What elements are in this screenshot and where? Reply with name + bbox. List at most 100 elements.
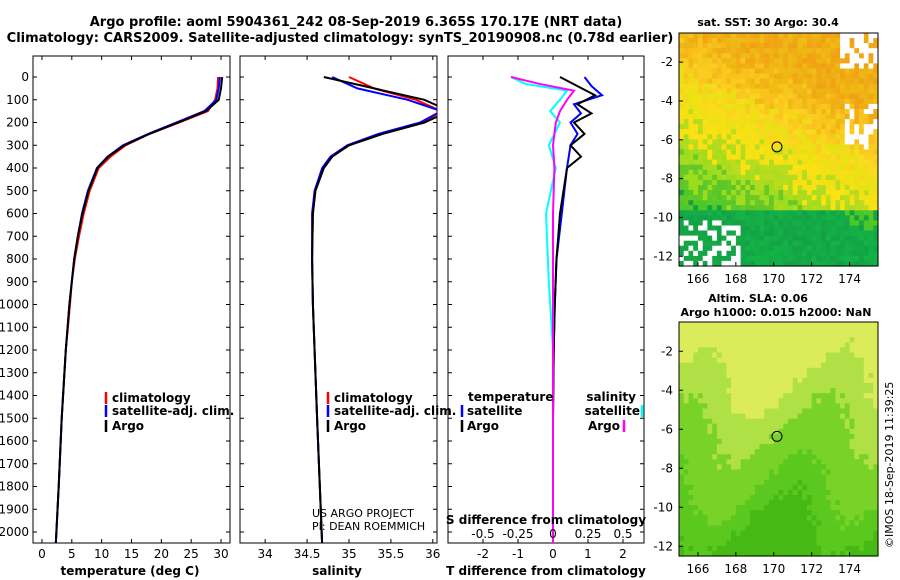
sla_map-cell: [707, 510, 713, 516]
sst_map-cell: [754, 73, 761, 80]
sla_map-cell: [754, 372, 761, 379]
sst_map-cell: [693, 190, 699, 196]
differences-frame: [447, 55, 645, 544]
sla_map-cell: [731, 332, 737, 338]
sst_map-cell: [792, 134, 798, 140]
sst_map-cell: [783, 33, 789, 39]
sst_map-cell: [792, 195, 798, 201]
sst_map-cell: [721, 205, 727, 211]
sla_map-cell: [859, 352, 865, 359]
sst_map-cell: [740, 205, 746, 211]
sla_map-cell: [811, 433, 817, 440]
sst_map-cell: [726, 88, 732, 95]
sla_map-cell: [764, 525, 770, 532]
sla_map-cell: [735, 510, 742, 516]
sst_map-cell: [844, 129, 851, 135]
sla_map-cell: [698, 505, 704, 511]
sla_map-cell: [721, 525, 727, 532]
sst_map-cell: [792, 185, 798, 191]
sst_map-cell: [854, 48, 860, 54]
sla_map-cell: [702, 428, 708, 435]
sst_map-cell: [764, 245, 770, 252]
sla_map-cell: [811, 510, 817, 516]
sst_map-cell: [731, 240, 737, 247]
sst_map-cell: [806, 88, 813, 95]
sla_map-cell: [754, 449, 761, 455]
sst_map-cell: [754, 205, 761, 211]
sla_map-cell: [835, 444, 841, 450]
sla_map-cell: [792, 535, 798, 542]
sst_map-cell: [844, 185, 851, 191]
sst_map-cell: [849, 190, 855, 196]
sst_map-cell: [830, 240, 836, 247]
sla_map-cell: [844, 352, 851, 359]
sla_map-cell: [726, 388, 732, 394]
sla_map-cell: [698, 418, 704, 425]
sla_map-cell: [868, 357, 874, 364]
temperature-series-climatology: [54, 76, 220, 543]
sla_map-cell: [698, 413, 704, 420]
sst_map-cell: [802, 164, 808, 171]
depth-tick-label: 900: [6, 275, 29, 289]
sst_map-cell: [764, 83, 770, 90]
sla_map-cell: [759, 372, 765, 379]
sla_map-cell: [769, 479, 775, 486]
sst_map-cell: [844, 215, 851, 221]
sst_map-cell: [830, 245, 836, 252]
sla_map-cell: [707, 489, 713, 496]
sst_map-cell: [683, 38, 689, 44]
sla_map-cell: [726, 464, 732, 471]
differences-series-s-argo: [510, 76, 576, 543]
sla_map-cell: [702, 545, 708, 552]
sla_map-cell: [778, 433, 784, 440]
sst_map-cell: [754, 129, 761, 135]
sst_map-cell: [849, 38, 855, 44]
sst_map-argo-marker: [771, 141, 783, 153]
salinity-legend-argo: Argo: [334, 419, 366, 433]
sst_map-cell: [816, 235, 822, 242]
sst_map-cell: [868, 119, 874, 125]
sst_map-cell: [806, 78, 813, 85]
sla_map-cell: [754, 489, 761, 496]
sla_map-cell: [759, 428, 765, 435]
sst_map-cell: [679, 225, 685, 232]
sla_map-cell: [702, 383, 708, 389]
sst_map-cell: [811, 255, 817, 262]
depth-tick-label: 400: [6, 161, 29, 175]
sla_map-cell: [825, 530, 832, 537]
sla_map-cell: [825, 398, 832, 404]
sla_map-cell: [745, 459, 751, 465]
sla_map-cell: [759, 520, 765, 527]
sla_map-cell: [840, 469, 846, 476]
sst_map-cell: [873, 144, 879, 151]
sst_map-cell: [802, 63, 808, 70]
sst_map-cell: [693, 124, 699, 130]
sst_map-cell: [740, 159, 746, 166]
sst_map-cell: [712, 119, 718, 125]
sst_map-cell: [873, 149, 879, 156]
sla_map-cell: [698, 469, 704, 476]
sla_map-cell: [773, 423, 780, 430]
sla_map-cell: [764, 398, 770, 404]
sla_map-cell: [702, 352, 708, 359]
sst_map-cell: [764, 88, 770, 95]
sst_map-cell: [726, 205, 732, 211]
sla_map-cell: [868, 530, 874, 537]
sla_map-cell: [811, 413, 817, 420]
sla_map-cell: [698, 545, 704, 552]
sla_map-frame: [678, 321, 879, 557]
sla_map-xtick-label: 168: [724, 562, 747, 576]
sla_map-cell: [773, 413, 780, 420]
sst_map-cell: [773, 154, 780, 161]
sst_map-cell: [868, 48, 874, 54]
sla_map-cell: [840, 439, 846, 445]
sst_map-cell: [721, 179, 727, 186]
sst_map-cell: [764, 185, 770, 191]
sst_map-cell: [754, 260, 761, 267]
sst_map-cell: [698, 200, 704, 206]
sst_map-cell: [825, 200, 832, 206]
sla_map-cell: [825, 454, 832, 460]
sla_map-cell: [683, 459, 689, 465]
sst_map-cell: [811, 109, 817, 115]
sla_map-cell: [693, 535, 699, 542]
